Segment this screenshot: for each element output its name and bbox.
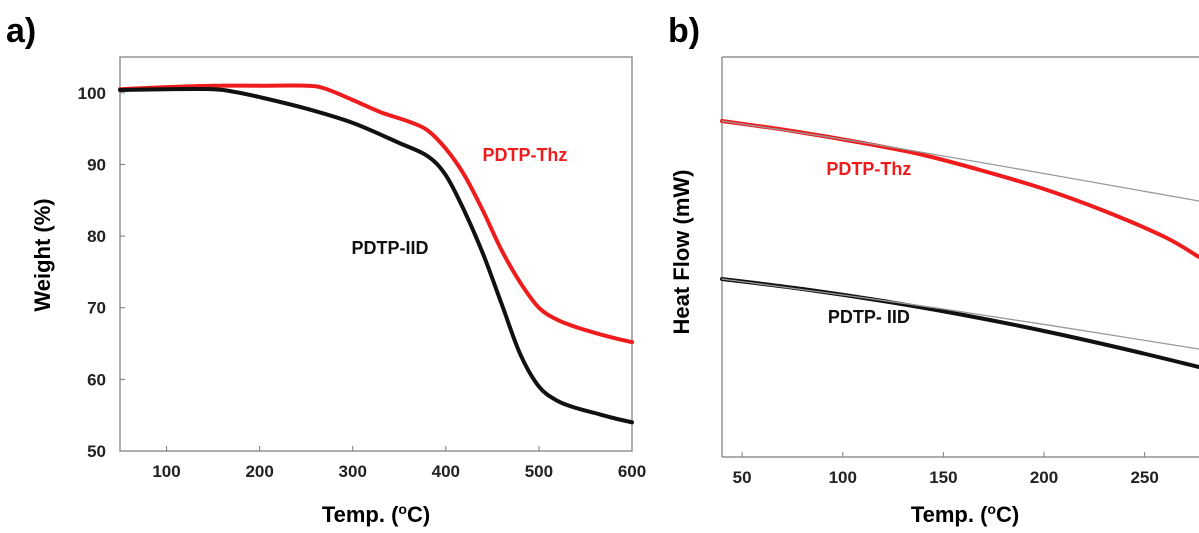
x-tick-label-b: 100 bbox=[829, 468, 857, 487]
x-tick-label-b: 50 bbox=[733, 468, 752, 487]
tick-labels-a: 100 200 300 400 500 600 50 60 70 80 90 100 bbox=[78, 84, 647, 481]
series-labels-a: PDTP-Thz PDTP-IID bbox=[351, 145, 567, 258]
x-axis-title-b-end: C) bbox=[996, 502, 1019, 527]
series-label-b-0: PDTP-Thz bbox=[826, 159, 911, 179]
panel-a-tga-chart: a) 100 200 300 400 500 600 50 60 70 80 90 100 PDTP-… bbox=[6, 12, 646, 527]
series-line-pdtp-iid bbox=[720, 277, 1199, 369]
y-tick-label-a: 90 bbox=[87, 155, 106, 174]
series-label-a-0: PDTP-Thz bbox=[482, 145, 567, 165]
series-line-pdtp-iid bbox=[118, 87, 634, 425]
panel-b-label: b) bbox=[668, 12, 700, 50]
plot-area-a bbox=[119, 56, 633, 452]
x-axis-title-a-start: Temp. ( bbox=[322, 502, 399, 527]
x-tick-label-b: 250 bbox=[1130, 468, 1158, 487]
series-labels-b: PDTP-Thz PDTP- IID bbox=[826, 159, 911, 327]
x-tick-label-b: 150 bbox=[929, 468, 957, 487]
x-tick-label-a: 500 bbox=[525, 462, 553, 481]
x-axis-title-b: Temp. (oC) bbox=[911, 501, 1019, 527]
x-axis-title-b-sup: o bbox=[987, 501, 996, 517]
x-axis-title-a-sup: o bbox=[398, 501, 407, 517]
x-tick-label-a: 200 bbox=[245, 462, 273, 481]
x-tick-label-a: 600 bbox=[618, 462, 646, 481]
y-tick-label-a: 80 bbox=[87, 227, 106, 246]
tick-marks-b bbox=[741, 452, 1146, 457]
series-line-pdtp-thz-baseline bbox=[721, 120, 1199, 202]
series-line-pdtp-thz bbox=[118, 83, 634, 345]
tick-marks-a bbox=[120, 92, 633, 452]
series-lines-b bbox=[720, 119, 1199, 369]
panel-b-dsc-chart: b) 50 100 150 200 250 PDTP-Thz PDTP- IID Heat… bbox=[668, 12, 1199, 527]
y-axis-title-b: Heat Flow (mW) bbox=[669, 170, 694, 335]
x-axis-title-a-end: C) bbox=[407, 502, 430, 527]
x-tick-label-a: 300 bbox=[339, 462, 367, 481]
plot-area-b bbox=[721, 56, 1199, 458]
y-tick-label-a: 70 bbox=[87, 299, 106, 318]
series-lines-a bbox=[118, 83, 634, 425]
x-tick-label-b: 200 bbox=[1030, 468, 1058, 487]
y-tick-label-a: 100 bbox=[78, 84, 106, 103]
y-tick-label-a: 50 bbox=[87, 442, 106, 461]
panel-a-label: a) bbox=[6, 12, 36, 50]
y-tick-label-a: 60 bbox=[87, 370, 106, 389]
x-axis-title-a: Temp. (oC) bbox=[322, 501, 430, 527]
series-line-pdtp-thz bbox=[720, 119, 1199, 259]
series-label-a-1: PDTP-IID bbox=[351, 238, 428, 258]
x-tick-label-a: 400 bbox=[432, 462, 460, 481]
series-label-b-1: PDTP- IID bbox=[828, 307, 910, 327]
tick-labels-b: 50 100 150 200 250 bbox=[733, 468, 1159, 487]
x-tick-label-a: 100 bbox=[152, 462, 180, 481]
y-axis-title-a: Weight (%) bbox=[30, 198, 55, 311]
x-axis-title-b-start: Temp. ( bbox=[911, 502, 988, 527]
series-line-pdtp-iid-baseline bbox=[721, 278, 1199, 350]
